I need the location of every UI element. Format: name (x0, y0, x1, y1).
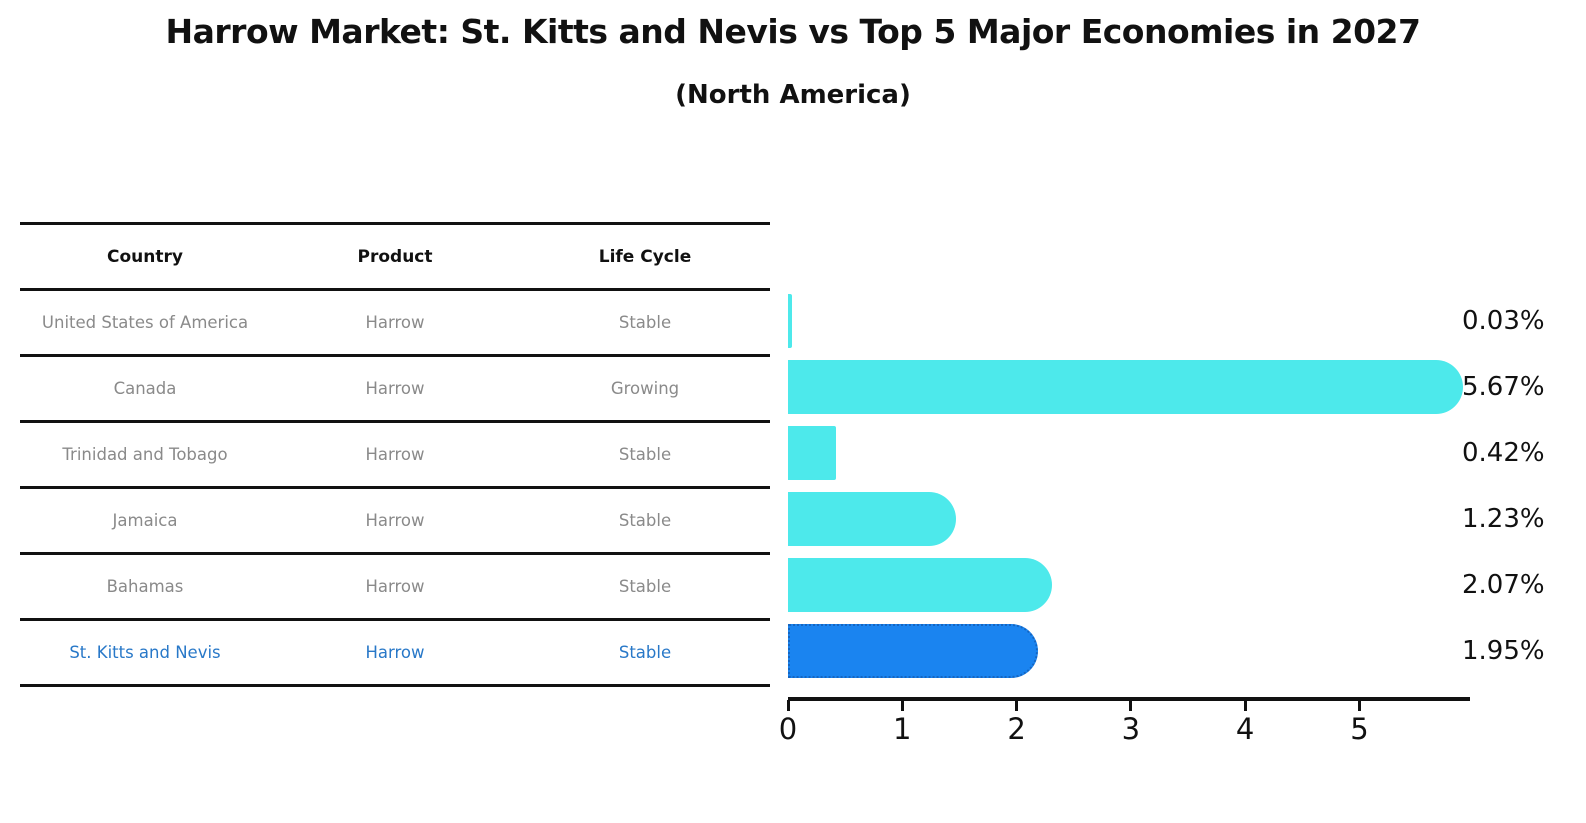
x-axis-line (788, 697, 1470, 701)
column-header-life-cycle: Life Cycle (598, 246, 692, 267)
value-label: 1.95% (1462, 636, 1545, 666)
table-row: Bahamas Harrow Stable (20, 552, 770, 618)
cell-country: Trinidad and Tobago (62, 445, 228, 464)
cell-product: Harrow (365, 643, 425, 662)
x-tick-label: 4 (1235, 712, 1255, 746)
x-tick-label: 3 (1121, 712, 1141, 746)
chart-title: Harrow Market: St. Kitts and Nevis vs To… (165, 12, 1421, 51)
column-header-country: Country (107, 246, 183, 267)
column-header-product: Product (357, 246, 433, 267)
bar-row: 5.67% (788, 354, 1545, 420)
x-tick (1357, 700, 1361, 711)
table-row: United States of America Harrow Stable (20, 288, 770, 354)
chart-subtitle: (North America) (675, 80, 911, 110)
bar-row: 0.03% (788, 288, 1545, 354)
x-tick-label: 5 (1350, 712, 1369, 746)
x-tick (1129, 700, 1133, 711)
cell-life-cycle: Stable (618, 577, 672, 596)
x-tick (900, 700, 904, 711)
cell-country: Bahamas (106, 577, 184, 596)
bar-bahamas (788, 558, 1052, 612)
x-tick (1243, 700, 1247, 711)
comparison-table: Country Product Life Cycle United States… (20, 222, 770, 687)
cell-life-cycle: Stable (618, 313, 672, 332)
bar-plot-area: 0.03% 5.67% 0.42% 1.23% 2.07% 1.95% (788, 288, 1545, 684)
cell-life-cycle: Stable (618, 643, 672, 662)
bar-st-kitts-and-nevis (788, 624, 1038, 678)
bar-row: 2.07% (788, 552, 1545, 618)
bar-jamaica (788, 492, 956, 546)
cell-product: Harrow (365, 577, 425, 596)
x-tick-label: 2 (1007, 712, 1026, 746)
x-tick (1015, 700, 1019, 711)
cell-country: Canada (113, 379, 177, 398)
cell-country: Jamaica (112, 511, 178, 530)
bar-row-highlighted: 1.95% (788, 618, 1545, 684)
table-header-row: Country Product Life Cycle (20, 222, 770, 288)
x-tick (786, 700, 790, 711)
cell-product: Harrow (365, 511, 425, 530)
cell-product: Harrow (365, 379, 425, 398)
cell-country: United States of America (41, 313, 249, 332)
cell-product: Harrow (365, 313, 425, 332)
value-label: 0.03% (1462, 306, 1545, 336)
bar-trinidad-and-tobago (788, 426, 836, 480)
bar-united-states (788, 294, 792, 348)
bar-row: 1.23% (788, 486, 1545, 552)
x-tick-label: 1 (893, 712, 912, 746)
bar-row: 0.42% (788, 420, 1545, 486)
value-label: 5.67% (1462, 372, 1545, 402)
value-label: 2.07% (1462, 570, 1545, 600)
x-tick-label: 0 (778, 712, 798, 746)
bar-canada (788, 360, 1463, 414)
cell-life-cycle: Stable (618, 445, 672, 464)
table-row: Trinidad and Tobago Harrow Stable (20, 420, 770, 486)
table-row: Jamaica Harrow Stable (20, 486, 770, 552)
cell-country: St. Kitts and Nevis (69, 643, 221, 662)
cell-life-cycle: Stable (618, 511, 672, 530)
table-row-highlighted: St. Kitts and Nevis Harrow Stable (20, 618, 770, 687)
value-label: 0.42% (1462, 438, 1545, 468)
cell-product: Harrow (365, 445, 425, 464)
value-label: 1.23% (1462, 504, 1545, 534)
table-row: Canada Harrow Growing (20, 354, 770, 420)
cell-life-cycle: Growing (610, 379, 680, 398)
